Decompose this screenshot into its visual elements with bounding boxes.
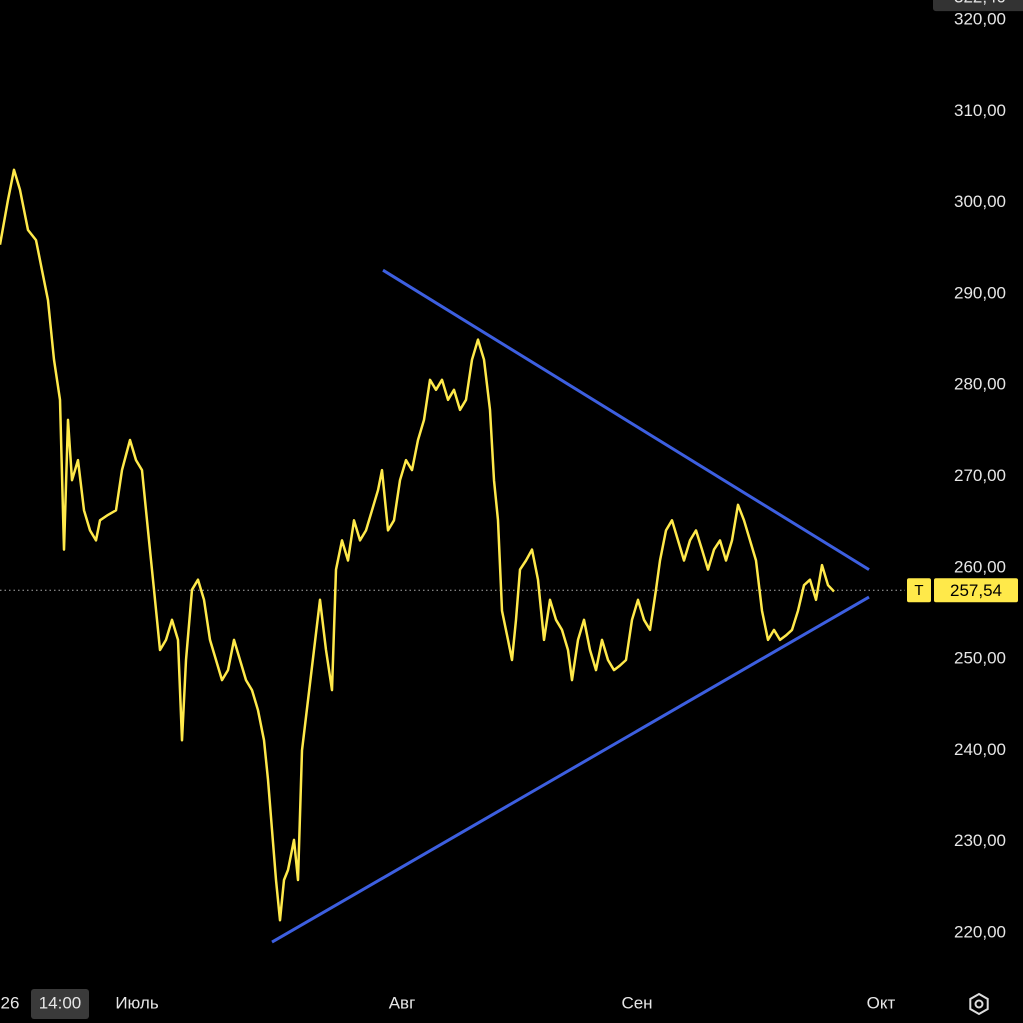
last-price-symbol-box <box>907 578 931 603</box>
settings-icon[interactable] <box>969 992 989 1016</box>
settings-dot[interactable] <box>974 999 984 1009</box>
high-marker-box <box>933 0 1023 12</box>
x-tick-label: Сен <box>621 993 652 1012</box>
last-price-symbol: T <box>914 582 923 599</box>
x-tick-label: Авг <box>389 993 416 1012</box>
cursor-time: 14:00 <box>39 993 82 1012</box>
settings-hexagon[interactable] <box>969 992 989 1016</box>
cursor-time-box <box>31 989 89 1019</box>
cursor-date: 26 <box>1 993 20 1012</box>
y-tick-label: 270,00 <box>954 466 1006 485</box>
last-price-label: 257,54 <box>950 581 1002 600</box>
y-tick-label: 280,00 <box>954 375 1006 394</box>
y-tick-label: 290,00 <box>954 283 1006 302</box>
y-tick-label: 300,00 <box>954 192 1006 211</box>
trendline <box>271 595 870 944</box>
y-tick-label: 240,00 <box>954 740 1006 759</box>
y-tick-label: 220,00 <box>954 922 1006 941</box>
y-tick-label: 230,00 <box>954 831 1006 850</box>
price-line <box>0 168 835 922</box>
x-tick-label: Окт <box>867 993 896 1012</box>
y-tick-label: 310,00 <box>954 101 1006 120</box>
high-marker-label: 322,40 <box>954 0 1006 7</box>
y-tick-label: 320,00 <box>954 10 1006 29</box>
y-tick-label: 250,00 <box>954 649 1006 668</box>
trendline <box>382 268 870 571</box>
y-tick-label: 260,00 <box>954 557 1006 576</box>
x-tick-label: Июль <box>115 993 159 1012</box>
last-price-box <box>934 578 1018 603</box>
